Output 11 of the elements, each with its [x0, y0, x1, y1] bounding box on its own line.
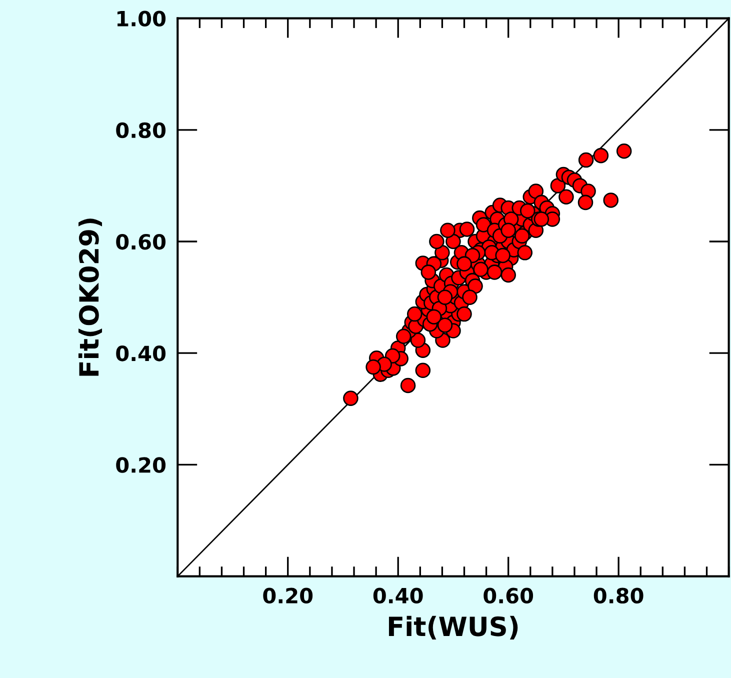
x-tick-label: 0.40 — [373, 588, 423, 604]
x-tick-label: 0.20 — [263, 588, 313, 604]
y-axis-title: Fit(OK029) — [78, 218, 102, 376]
y-tick-label: 0.60 — [116, 234, 166, 250]
y-tick-label: 1.00 — [117, 10, 166, 27]
y-tick-label: 0.40 — [116, 346, 166, 362]
x-tick-label: 0.60 — [484, 588, 534, 604]
x-tick-label: 0.80 — [594, 588, 644, 604]
y-tick-label: 0.80 — [116, 122, 166, 138]
y-tick-label: 0.20 — [116, 457, 166, 473]
x-axis-title: Fit(WUS) — [388, 616, 518, 640]
